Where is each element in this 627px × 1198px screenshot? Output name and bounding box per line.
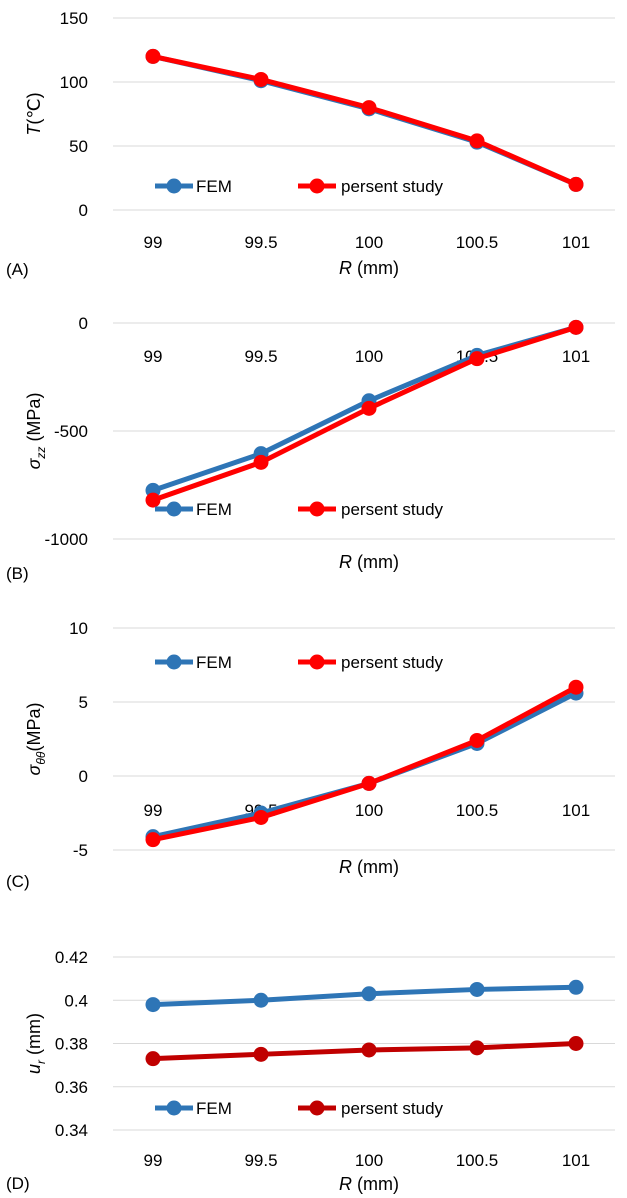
y-axis-label: σθθ(MPa) [24,703,48,776]
chart-panel-a: 0 50 100 150 99 99.5 100 100.5 101 R (mm) T(℃) FEM p… [6,9,615,279]
y-tick-label: 5 [79,693,88,712]
legend-label: FEM [196,177,232,196]
x-tick-label: 100 [355,347,383,366]
y-tick-label: 0 [79,314,88,333]
panel-label: (A) [6,260,29,279]
data-point [469,732,485,748]
x-tick-label: 100.5 [456,801,499,820]
legend-label: FEM [196,1099,232,1118]
panel-label: (C) [6,872,30,891]
data-point [568,319,584,335]
data-point [145,997,161,1013]
legend-label: FEM [196,653,232,672]
y-tick-label: -1000 [45,530,88,549]
panel-label: (D) [6,1174,30,1193]
y-axis-label: T(℃) [24,92,44,135]
legend-label: persent study [341,1099,444,1118]
legend-label: persent study [341,653,444,672]
data-point [469,133,485,149]
legend-label: persent study [341,177,444,196]
legend-marker [166,178,182,194]
legend-label: persent study [341,500,444,519]
x-tick-label: 101 [562,801,590,820]
y-tick-label: 100 [60,73,88,92]
y-tick-label: 150 [60,9,88,28]
data-point [145,48,161,64]
data-point [469,1040,485,1056]
x-tick-label: 99 [144,233,163,252]
y-tick-label: 10 [69,619,88,638]
x-tick-label: 100.5 [456,1151,499,1170]
legend-label: FEM [196,500,232,519]
data-point [568,176,584,192]
data-point [568,679,584,695]
y-tick-label: 0.38 [55,1035,88,1054]
data-point [361,1042,377,1058]
x-axis-label: R (mm) [339,258,399,278]
data-point [361,400,377,416]
y-tick-label: -5 [73,841,88,860]
y-tick-label: 0 [79,767,88,786]
legend-marker [309,1100,325,1116]
y-tick-label: 50 [69,137,88,156]
x-tick-label: 101 [562,1151,590,1170]
legend-marker [166,1100,182,1116]
x-tick-label: 99.5 [244,233,277,252]
series-line-1 [150,53,579,187]
legend-marker [309,501,325,517]
data-point [145,492,161,508]
y-tick-label: -500 [54,422,88,441]
data-point [469,351,485,367]
data-point [145,832,161,848]
x-tick-label: 100 [355,801,383,820]
legend-marker [166,654,182,670]
x-axis-label: R (mm) [339,552,399,572]
data-point [253,71,269,87]
x-tick-label: 100 [355,233,383,252]
data-point [568,979,584,995]
x-tick-label: 99 [144,347,163,366]
panel-label: (B) [6,564,29,583]
y-tick-label: 0.36 [55,1078,88,1097]
data-point [469,981,485,997]
data-point [253,454,269,470]
y-tick-label: 0.42 [55,948,88,967]
x-tick-label: 101 [562,347,590,366]
series-line-0 [150,53,579,187]
x-axis-label: R (mm) [339,857,399,877]
legend-marker [309,178,325,194]
y-axis-label: ur (mm) [24,1013,48,1074]
x-tick-label: 100 [355,1151,383,1170]
x-tick-label: 99.5 [244,1151,277,1170]
y-axis-label: σzz (MPa) [24,393,48,470]
chart-panel-d: 0.34 0.36 0.38 0.4 0.42 99 99.5 100 100.5 101 R (m… [6,948,615,1194]
y-tick-label: 0 [79,201,88,220]
data-point [361,986,377,1002]
y-tick-label: 0.4 [64,991,88,1010]
data-point [253,1046,269,1062]
legend-marker [309,654,325,670]
data-point [253,992,269,1008]
x-tick-label: 101 [562,233,590,252]
x-tick-label: 99 [144,801,163,820]
legend-marker [166,501,182,517]
data-point [253,809,269,825]
y-tick-label: 0.34 [55,1121,88,1140]
x-tick-label: 99 [144,1151,163,1170]
data-point [568,1036,584,1051]
data-point [361,100,377,116]
data-point [145,1051,161,1067]
x-axis-label: R (mm) [339,1174,399,1194]
data-point [361,775,377,791]
x-tick-label: 99.5 [244,347,277,366]
x-tick-label: 100.5 [456,233,499,252]
